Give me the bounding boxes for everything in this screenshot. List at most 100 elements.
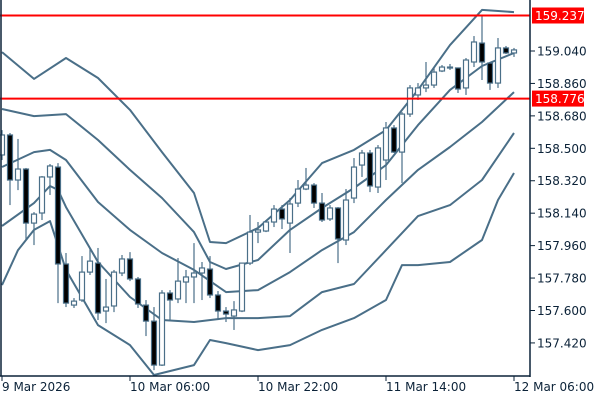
candle — [142, 300, 150, 337]
candle — [438, 65, 446, 73]
candle — [478, 14, 486, 81]
horizontal-line-label: 158.776 — [535, 92, 585, 106]
candle-body — [350, 166, 358, 199]
candle-body — [102, 306, 110, 312]
candle-body — [438, 66, 446, 72]
candle — [182, 269, 190, 304]
candle-body — [494, 47, 502, 84]
horizontal-line-label-box — [532, 7, 584, 24]
candle — [270, 205, 278, 228]
candle-body — [126, 258, 134, 280]
candle-body — [94, 262, 102, 314]
candle-body — [54, 166, 62, 265]
candle-body — [430, 71, 438, 86]
candle — [398, 112, 406, 184]
candle — [126, 252, 134, 282]
candle-body — [454, 67, 462, 90]
candle — [134, 276, 142, 308]
candle — [158, 290, 166, 366]
candle-body — [150, 320, 158, 366]
candles — [0, 14, 518, 371]
candle — [190, 243, 198, 304]
candle — [246, 214, 254, 266]
candle-body — [134, 278, 142, 305]
candle-body — [174, 280, 182, 300]
candle — [470, 36, 478, 68]
time-tick-label: 12 Mar 06:00 — [514, 380, 594, 394]
axes — [0, 0, 531, 377]
price-tick-label: 158.320 — [537, 174, 587, 188]
candle-body — [62, 263, 70, 304]
candle-body — [198, 267, 206, 274]
candle — [38, 176, 46, 221]
candle-body — [294, 188, 302, 204]
time-tick-label: 9 Mar 2026 — [2, 380, 70, 394]
candle — [486, 61, 494, 90]
candle — [30, 212, 38, 246]
candle-body — [214, 294, 222, 312]
candle-body — [398, 113, 406, 153]
candle — [494, 38, 502, 88]
candle — [150, 307, 158, 371]
candle — [102, 278, 110, 324]
candle — [334, 207, 342, 264]
candle-body — [158, 292, 166, 366]
candle — [230, 301, 238, 330]
candle — [342, 189, 350, 246]
candle-body — [110, 271, 118, 307]
candle — [302, 167, 310, 191]
candle — [174, 258, 182, 304]
price-tick-label: 158.140 — [537, 207, 587, 221]
candle-body — [366, 152, 374, 187]
candle — [294, 180, 302, 208]
candle — [382, 121, 390, 181]
candle-body — [230, 309, 238, 317]
candle-body — [14, 168, 22, 181]
candle-body — [422, 84, 430, 89]
candle-body — [334, 207, 342, 240]
candle-body — [38, 176, 46, 214]
candle-body — [46, 165, 54, 178]
candle — [366, 149, 374, 193]
candle-body — [470, 41, 478, 63]
candle-body — [270, 208, 278, 223]
candle — [510, 47, 518, 57]
candle — [166, 290, 174, 321]
candle — [350, 158, 358, 204]
candle-body — [254, 229, 262, 233]
price-tick-label: 158.860 — [537, 77, 587, 91]
candle-body — [70, 300, 78, 306]
candle — [326, 205, 334, 221]
candle — [406, 85, 414, 117]
candle-body — [302, 184, 310, 190]
price-tick-label: 158.680 — [537, 109, 587, 123]
candle-body — [190, 272, 198, 278]
band-line-1 — [1, 8, 515, 245]
horizontal-line-labels: 159.237 158.776 — [532, 7, 585, 107]
candle-body — [166, 292, 174, 301]
candle — [374, 145, 382, 193]
candle — [254, 222, 262, 244]
candle-body — [278, 208, 286, 220]
candle-body — [390, 127, 398, 153]
candle — [358, 149, 366, 177]
candle — [430, 67, 438, 88]
candle — [206, 256, 214, 299]
candle-body — [142, 304, 150, 322]
candle-body — [502, 47, 510, 54]
candle-body — [206, 268, 214, 296]
candle-body — [118, 258, 126, 274]
candle — [262, 220, 270, 233]
candle — [446, 63, 454, 70]
candle — [78, 256, 86, 303]
candle — [502, 45, 510, 55]
time-tick-label: 10 Mar 22:00 — [258, 380, 338, 394]
price-tick-label: 158.500 — [537, 142, 587, 156]
candle-body — [374, 147, 382, 188]
candle — [422, 61, 430, 93]
candle-body — [382, 127, 390, 161]
candle-body — [78, 271, 86, 301]
candle-body — [86, 260, 94, 273]
candle-body — [510, 49, 518, 54]
